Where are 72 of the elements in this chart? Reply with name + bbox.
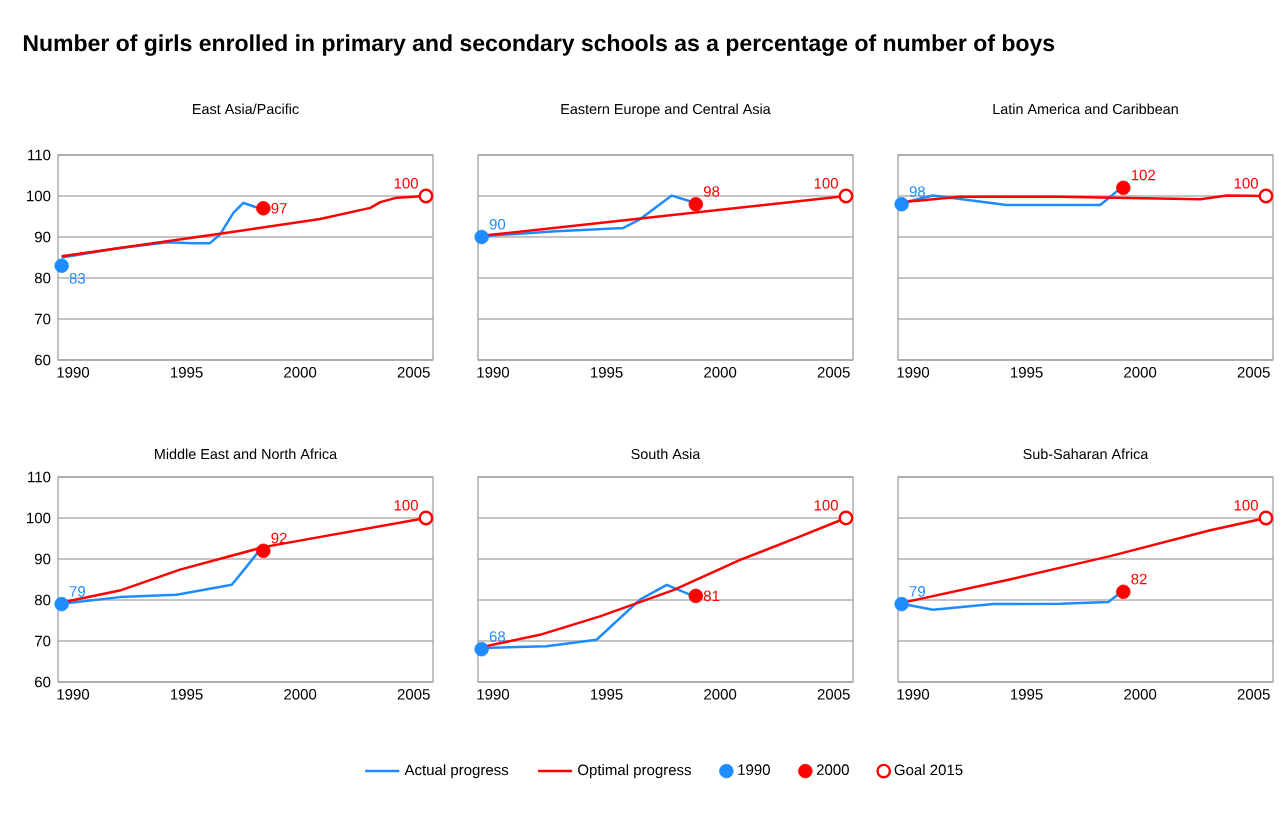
x-tick-label: 1995 xyxy=(591,689,623,700)
data-label: 81 xyxy=(703,590,720,602)
x-tick-label: 2000 xyxy=(704,689,737,700)
legend-label: Actual progress xyxy=(404,764,509,779)
x-tick-label: 1995 xyxy=(171,689,203,700)
x-tick-label: 1990 xyxy=(57,367,90,378)
data-label: 79 xyxy=(69,586,86,597)
y-tick-label: 90 xyxy=(34,231,51,243)
point xyxy=(54,596,69,612)
data-label: 100 xyxy=(394,177,418,189)
x-tick-label: 2005 xyxy=(1237,367,1270,378)
data-label: 100 xyxy=(814,177,838,189)
chart-subtitle: Middle East and North Africa xyxy=(155,448,338,460)
data-label: 100 xyxy=(814,499,838,511)
x-tick-label: 2005 xyxy=(397,689,430,700)
y-tick-label: 90 xyxy=(34,553,51,565)
x-tick-label: 2000 xyxy=(1124,689,1157,700)
legend-label: 1990 xyxy=(738,764,770,776)
x-tick-label: 1995 xyxy=(1011,367,1043,378)
data-label: 68 xyxy=(489,631,506,642)
data-label: 100 xyxy=(1234,499,1258,511)
x-tick-label: 2000 xyxy=(1124,367,1157,378)
y-tick-label: 80 xyxy=(34,594,51,606)
y-tick-label: 100 xyxy=(27,512,51,524)
x-tick-label: 1990 xyxy=(57,689,90,700)
x-tick-label: 2005 xyxy=(817,689,850,700)
y-tick-label: 70 xyxy=(35,635,51,647)
y-tick-label: 100 xyxy=(27,190,51,202)
data-label: 82 xyxy=(1131,573,1147,585)
text: Number of girls enrolled in primary and secondary schools as a percentage of number of boys xyxy=(23,34,1055,56)
data-label: 100 xyxy=(394,499,418,511)
point xyxy=(256,543,271,558)
x-tick-label: 1995 xyxy=(171,367,203,378)
chart-subtitle: Eastern Europe and Central Asia xyxy=(561,103,771,117)
x-tick-label: 2005 xyxy=(1237,689,1270,700)
y-tick-label: 60 xyxy=(35,676,51,688)
data-label: 92 xyxy=(271,532,287,544)
y-tick-label: 110 xyxy=(28,149,51,161)
data-label: 98 xyxy=(909,186,926,197)
x-tick-label: 1995 xyxy=(1011,689,1043,700)
chart-subtitle: Latin America and Caribbean xyxy=(993,103,1178,115)
data-label: 98 xyxy=(703,186,720,197)
x-tick-label: 1990 xyxy=(897,367,930,378)
legend-label: Goal 2015 xyxy=(894,764,963,776)
x-tick-label: 2000 xyxy=(704,367,737,378)
point xyxy=(256,201,271,216)
x-tick-label: 2005 xyxy=(817,367,850,378)
chart-subtitle: South Asia xyxy=(631,448,701,460)
data-label: 102 xyxy=(1131,169,1155,181)
x-tick-label: 2000 xyxy=(284,689,317,700)
y-tick-label: 80 xyxy=(34,272,51,284)
point xyxy=(418,510,434,526)
x-tick-label: 2000 xyxy=(284,367,317,378)
data-label: 83 xyxy=(69,273,86,284)
legend-label: 2000 xyxy=(816,764,849,776)
y-tick-label: 60 xyxy=(35,354,51,366)
chart-subtitle: East Asia/Pacific xyxy=(193,103,299,115)
chart-subtitle: Sub-Saharan Africa xyxy=(1023,448,1149,460)
x-tick-label: 1990 xyxy=(477,367,510,378)
point xyxy=(54,258,69,273)
point xyxy=(418,188,434,204)
y-tick-label: 110 xyxy=(28,471,51,483)
data-label: 90 xyxy=(489,218,506,230)
data-label: 97 xyxy=(271,202,287,214)
data-label: 79 xyxy=(909,586,925,597)
data-label: 100 xyxy=(1234,177,1258,189)
x-tick-label: 1990 xyxy=(477,689,510,700)
x-tick-label: 2005 xyxy=(397,367,430,378)
x-tick-label: 1990 xyxy=(897,689,930,700)
y-tick-label: 70 xyxy=(35,313,51,325)
x-tick-label: 1995 xyxy=(591,367,623,378)
legend-label: Optimal progress xyxy=(578,764,692,779)
